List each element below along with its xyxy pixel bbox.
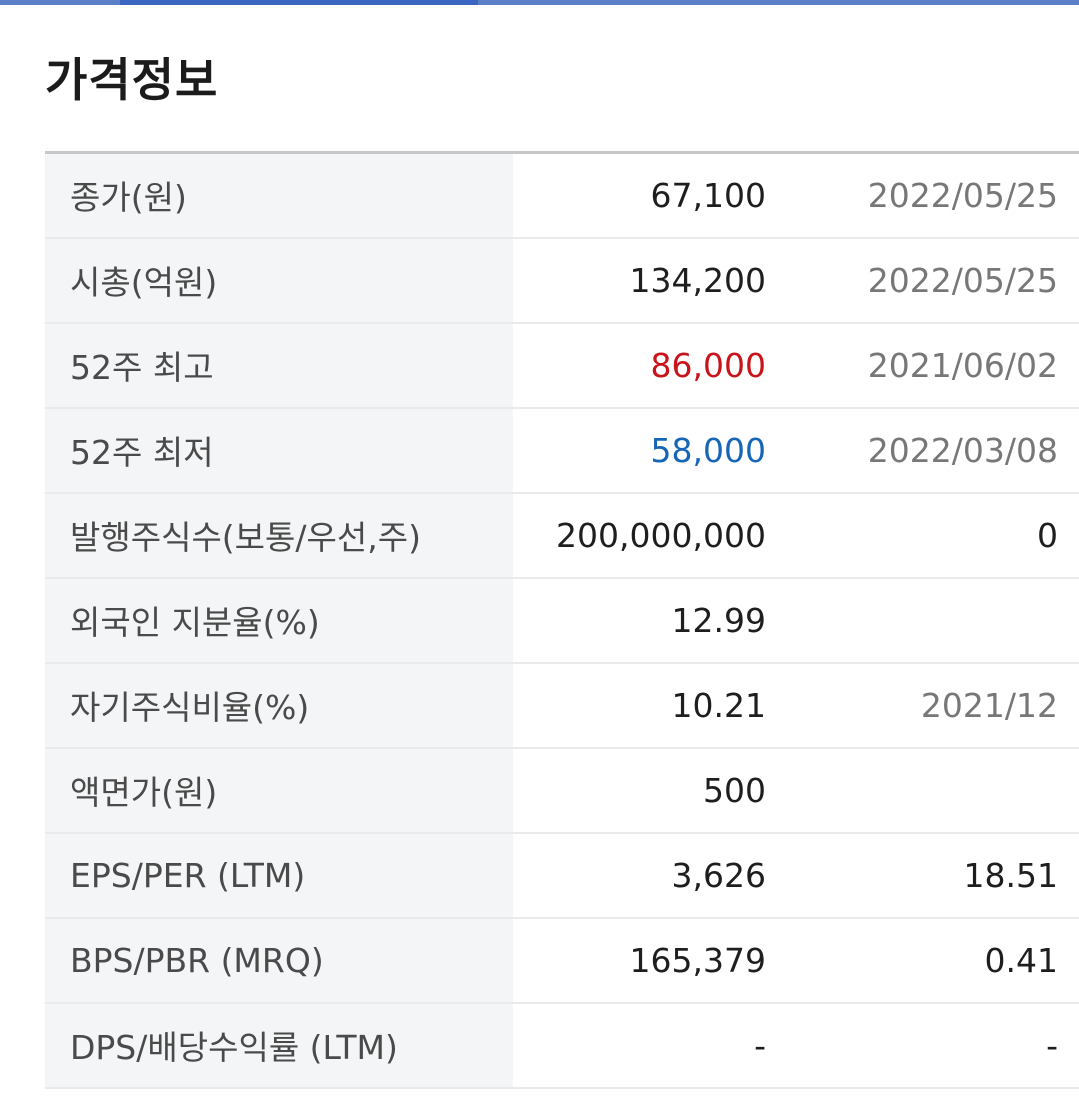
table-row-market-cap: 시총(억원) 134,200 2022/05/25	[45, 237, 1079, 324]
row-value: -	[513, 1002, 768, 1089]
row-label: 52주 최저	[45, 407, 513, 494]
row-label: 자기주식비율(%)	[45, 662, 513, 749]
row-label: 액면가(원)	[45, 747, 513, 834]
table-row-dps-yield: DPS/배당수익률 (LTM) - -	[45, 1002, 1079, 1089]
active-tab-indicator[interactable]	[120, 0, 478, 5]
row-extra-empty	[768, 747, 1079, 834]
section-title: 가격정보	[45, 53, 219, 107]
table-row-52w-low: 52주 최저 58,000 2022/03/08	[45, 407, 1079, 494]
row-extra-value: 18.51	[768, 832, 1079, 919]
row-label: 52주 최고	[45, 322, 513, 409]
row-label: 종가(원)	[45, 152, 513, 239]
row-label: 외국인 지분율(%)	[45, 577, 513, 664]
row-label: 발행주식수(보통/우선,주)	[45, 492, 513, 579]
price-info-table: 종가(원) 67,100 2022/05/25 시총(억원) 134,200 2…	[45, 151, 1079, 1089]
table-row-foreign-ownership: 외국인 지분율(%) 12.99	[45, 577, 1079, 664]
row-value: 134,200	[513, 237, 768, 324]
row-value-low: 58,000	[513, 407, 768, 494]
table-row-bps-pbr: BPS/PBR (MRQ) 165,379 0.41	[45, 917, 1079, 1004]
row-date: 2021/12	[768, 662, 1079, 749]
row-date: 2021/06/02	[768, 322, 1079, 409]
row-value: 500	[513, 747, 768, 834]
row-extra-empty	[768, 577, 1079, 664]
row-value: 10.21	[513, 662, 768, 749]
row-value-high: 86,000	[513, 322, 768, 409]
row-value: 200,000,000	[513, 492, 768, 579]
row-extra-value: -	[768, 1002, 1079, 1089]
row-date: 2022/05/25	[768, 237, 1079, 324]
table-row-shares-outstanding: 발행주식수(보통/우선,주) 200,000,000 0	[45, 492, 1079, 579]
table-row-treasury-stock: 자기주식비율(%) 10.21 2021/12	[45, 662, 1079, 749]
row-value: 67,100	[513, 152, 768, 239]
row-label: EPS/PER (LTM)	[45, 832, 513, 919]
row-value: 12.99	[513, 577, 768, 664]
row-label: 시총(억원)	[45, 237, 513, 324]
table-row-close-price: 종가(원) 67,100 2022/05/25	[45, 152, 1079, 239]
table-row-eps-per: EPS/PER (LTM) 3,626 18.51	[45, 832, 1079, 919]
top-tab-bar	[0, 0, 1079, 5]
row-value: 3,626	[513, 832, 768, 919]
row-label: BPS/PBR (MRQ)	[45, 917, 513, 1004]
row-date: 2022/05/25	[768, 152, 1079, 239]
row-value: 165,379	[513, 917, 768, 1004]
row-date: 2022/03/08	[768, 407, 1079, 494]
table-row-52w-high: 52주 최고 86,000 2021/06/02	[45, 322, 1079, 409]
row-extra-value: 0.41	[768, 917, 1079, 1004]
table-row-par-value: 액면가(원) 500	[45, 747, 1079, 834]
row-label: DPS/배당수익률 (LTM)	[45, 1002, 513, 1089]
row-extra-value: 0	[768, 492, 1079, 579]
